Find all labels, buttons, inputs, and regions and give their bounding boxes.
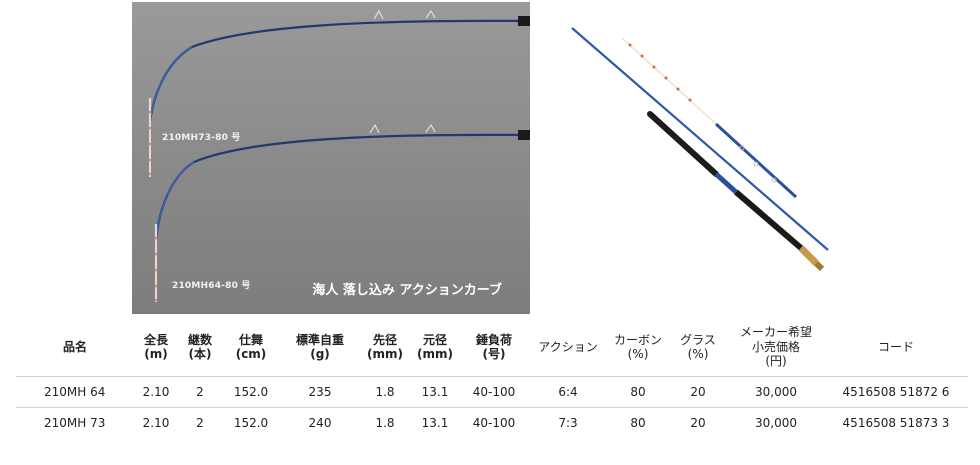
header-cell: 元径 (mm) — [410, 318, 460, 377]
table-cell: 20 — [668, 376, 728, 408]
table-cell: 152.0 — [222, 376, 280, 408]
header-cell: グラス (%) — [668, 318, 728, 377]
table-cell: 30,000 — [755, 416, 797, 430]
table-cell: 2 — [196, 416, 204, 430]
table-cell: 4516508 51872 6 — [824, 376, 968, 408]
header-cell: 品名 — [16, 318, 134, 377]
header-cell: 仕舞 (cm) — [222, 318, 280, 377]
header-cell: 標準自重 (g) — [280, 318, 360, 377]
table-cell: 6:4 — [528, 376, 608, 408]
table-cell: 20 — [690, 416, 706, 430]
table-cell: 13.1 — [410, 376, 460, 408]
curve-label-lower: 210MH64-80 号 — [172, 281, 251, 291]
table-cell: 210MH 64 — [16, 376, 134, 408]
header-cell: 全長 (m) — [134, 318, 178, 377]
table-cell: 2.10 — [142, 416, 170, 430]
table-cell: 40-100 — [460, 376, 528, 408]
table-header-row: 品名 全長 (m) 継数 (本) 仕舞 (cm) 標準自重 (g) 先径 (mm) 元径(… — [16, 318, 968, 377]
table-cell: 7:3 — [558, 416, 578, 430]
header-cell: コード — [824, 318, 968, 377]
table-cell: 1.8 — [375, 416, 395, 430]
header-cell: 錘負荷 (号) — [460, 318, 528, 377]
table-row: 210MH 64 2.10 2 152.0 235 1.8 13.1 40-10… — [16, 376, 968, 408]
table-cell: 80 — [630, 416, 646, 430]
header-cell: メーカー希望 小売価格 (円) — [728, 318, 824, 377]
table-cell: 1.8 — [360, 376, 410, 408]
table-cell: 152.0 — [233, 416, 269, 430]
header-cell: アクション — [528, 318, 608, 377]
table-cell: 4516508 51873 3 — [842, 416, 950, 430]
curve-label-upper: 210MH73-80 号 — [162, 133, 241, 143]
table-cell: 40-100 — [472, 416, 516, 430]
header-cell: 継数 (本) — [178, 318, 222, 377]
table-cell: 2 — [178, 376, 222, 408]
table-cell: 80 — [608, 376, 668, 408]
table-cell: 240 — [308, 416, 332, 430]
header-cell: カーボン (%) — [608, 318, 668, 377]
action-curve-image: 210MH73-80 号 210MH64-80 号 海人 落し込み アクションカ… — [132, 2, 530, 314]
table-cell: 2.10 — [134, 376, 178, 408]
table-cell: 210MH 73 — [44, 416, 106, 430]
table-cell: 235 — [280, 376, 360, 408]
rod-product-image — [571, 27, 829, 272]
table-row: 210MH 73 2.10 2 152.0 240 1.8 13.1 40-10… — [16, 408, 968, 439]
curve-caption: 海人 落し込み アクションカーブ — [312, 283, 502, 298]
spec-table: 品名 全長 (m) 継数 (本) 仕舞 (cm) 標準自重 (g) 先径 (mm) 元径(… — [16, 318, 968, 438]
table-cell: 13.1 — [421, 416, 449, 430]
action-curve-drawing — [148, 9, 530, 302]
header-cell: 先径 (mm) — [360, 318, 410, 377]
table-cell: 30,000 — [728, 376, 824, 408]
